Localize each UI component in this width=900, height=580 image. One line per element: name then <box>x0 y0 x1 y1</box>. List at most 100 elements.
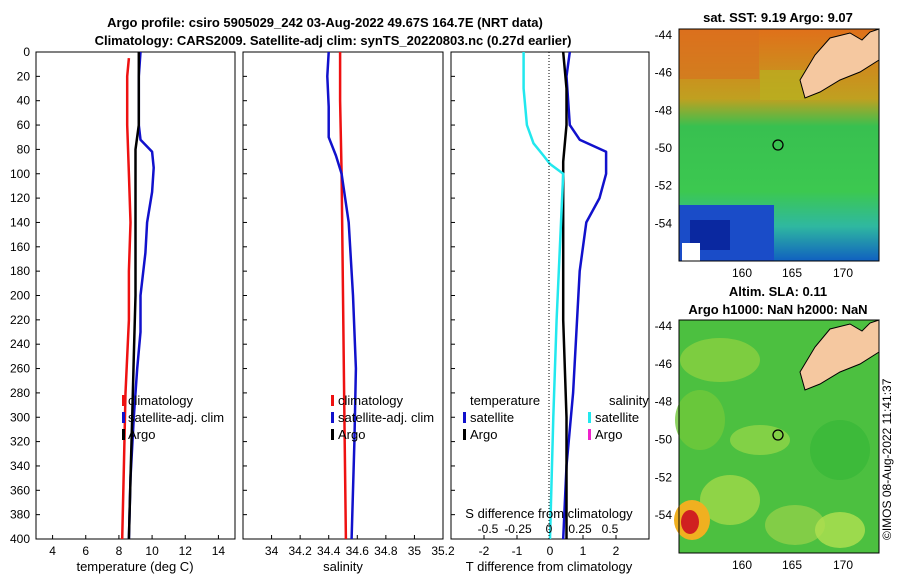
x-tick-label: 34.2 <box>288 544 312 558</box>
s-difference-tick-label: 0.5 <box>602 522 619 536</box>
title-line-2: Climatology: CARS2009. Satellite-adj cli… <box>95 33 572 48</box>
difference-plot-frame <box>450 51 650 540</box>
x-tick-label: 4 <box>49 544 56 558</box>
difference-xlabel: T difference from climatology <box>466 559 633 574</box>
depth-axis: 0 20 40 60 80 100 120 140 160 180 200 220 240 260 280 3… <box>10 45 455 546</box>
depth-tick-label: 260 <box>10 362 30 376</box>
legend-swatch-satellite <box>331 412 334 423</box>
legend-title-temperature: temperature <box>470 393 540 408</box>
temperature-xlabel: temperature (deg C) <box>76 559 193 574</box>
map-lat-label: -46 <box>655 357 673 371</box>
legend-label-s-argo: Argo <box>595 427 622 442</box>
x-tick-label: 0 <box>547 544 554 558</box>
legend-title-salinity: salinity <box>609 393 649 408</box>
sst-warm-patch <box>679 29 759 79</box>
legend-swatch-argo <box>122 429 125 440</box>
map-lon-label: 170 <box>833 266 853 280</box>
sla-map-title-2: Argo h1000: NaN h2000: NaN <box>688 302 867 317</box>
legend-swatch-climatology <box>122 395 125 406</box>
legend-swatch-s-argo <box>588 429 591 440</box>
s-difference-tick-label: 0 <box>546 522 553 536</box>
s-difference-ticks: -0.5 -0.25 0 0.25 0.5 <box>478 522 619 536</box>
legend-label-s-satellite: satellite <box>595 410 639 425</box>
legend-label-satellite: satellite-adj. clim <box>338 410 434 425</box>
salinity-plot: 34 34.2 34.4 34.6 34.8 35 35.2 <box>265 51 455 558</box>
depth-tick-label: 80 <box>17 142 31 156</box>
x-tick-label: 6 <box>82 544 89 558</box>
sst-map <box>678 28 880 262</box>
x-tick-label: 10 <box>145 544 159 558</box>
depth-tick-label: 180 <box>10 264 30 278</box>
sla-argo-marker <box>772 429 784 441</box>
x-tick-label: 1 <box>580 544 587 558</box>
x-tick-label: -1 <box>512 544 523 558</box>
x-tick-label: 12 <box>179 544 193 558</box>
sst-map-ticks: -44 -46 -48 -50 -52 -54 160 165 170 <box>655 28 854 280</box>
depth-tick-label: 140 <box>10 215 30 229</box>
legend-swatch-argo <box>331 429 334 440</box>
difference-top-xlabel: S difference from climatology <box>465 506 633 521</box>
series-line-satellite <box>326 51 358 540</box>
x-tick-label: 35 <box>408 544 422 558</box>
depth-tick-label: 320 <box>10 435 30 449</box>
series-line-argo <box>561 51 568 539</box>
legend-swatch-satellite <box>122 412 125 423</box>
legend-swatch-s-satellite <box>588 412 591 423</box>
map-lon-label: 165 <box>782 266 802 280</box>
depth-tick-label: 40 <box>17 94 31 108</box>
x-tick-label: 8 <box>116 544 123 558</box>
map-lon-label: 160 <box>732 558 752 572</box>
map-lat-label: -52 <box>655 179 673 193</box>
sla-map-frame <box>678 319 880 554</box>
x-tick-label: -2 <box>479 544 490 558</box>
legend-label-climatology: climatology <box>128 393 194 408</box>
series-line-salinity_sat <box>522 52 565 540</box>
depth-tick-label: 340 <box>10 459 30 473</box>
sla-map-title-1: Altim. SLA: 0.11 <box>729 284 827 299</box>
sla-anomaly <box>810 420 870 480</box>
x-tick-label: 14 <box>212 544 226 558</box>
map-lat-label: -52 <box>655 470 673 484</box>
legend-swatch-t-satellite <box>463 412 466 423</box>
depth-tick-label: 20 <box>17 69 31 83</box>
sla-anomaly <box>700 475 760 525</box>
x-tick-label: 2 <box>613 544 620 558</box>
difference-legend: temperature satellite Argo salinity sate… <box>463 393 649 442</box>
x-tick-label: 35.2 <box>431 544 455 558</box>
title-line-1: Argo profile: csiro 5905029_242 03-Aug-2… <box>107 15 543 30</box>
legend-swatch-climatology <box>331 395 334 406</box>
x-tick-label: 34.6 <box>346 544 370 558</box>
sla-anomaly <box>680 338 760 382</box>
salinity-xlabel: salinity <box>323 559 363 574</box>
sst-map-title: sat. SST: 9.19 Argo: 9.07 <box>703 10 853 25</box>
legend-swatch-t-argo <box>463 429 466 440</box>
depth-tick-label: 300 <box>10 410 30 424</box>
sla-anomaly <box>815 512 865 548</box>
s-difference-tick-label: -0.5 <box>478 522 499 536</box>
depth-tick-label: 160 <box>10 240 30 254</box>
s-difference-tick-label: 0.25 <box>568 522 592 536</box>
sla-anomaly <box>675 390 725 450</box>
map-lat-label: -44 <box>655 28 673 42</box>
x-tick-label: 34.4 <box>317 544 341 558</box>
map-lat-label: -46 <box>655 66 673 80</box>
x-tick-label: 34.8 <box>374 544 398 558</box>
sla-anomaly <box>765 505 825 545</box>
depth-tick-label: 360 <box>10 483 30 497</box>
depth-tick-label: 280 <box>10 386 30 400</box>
depth-tick-label: 0 <box>23 45 30 59</box>
temperature-legend: climatology satellite-adj. clim Argo <box>122 393 224 442</box>
x-tick-label: 34 <box>265 544 279 558</box>
series-line-satellite <box>561 51 608 540</box>
legend-label-satellite: satellite-adj. clim <box>128 410 224 425</box>
depth-tick-label: 60 <box>17 118 31 132</box>
series-line-argo <box>127 52 141 540</box>
map-lat-label: -44 <box>655 319 673 333</box>
depth-tick-label: 240 <box>10 337 30 351</box>
depth-tick-label: 220 <box>10 313 30 327</box>
sst-map-frame <box>678 28 880 262</box>
depth-tick-label: 100 <box>10 167 30 181</box>
series-line-climatology <box>338 52 348 540</box>
map-lat-label: -48 <box>655 103 673 117</box>
